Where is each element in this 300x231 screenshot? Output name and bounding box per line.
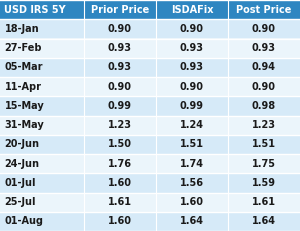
Text: 1.74: 1.74 [180,159,204,169]
Text: 0.94: 0.94 [252,62,276,72]
Text: 0.90: 0.90 [108,82,132,92]
Bar [84,173,156,192]
Text: 1.60: 1.60 [108,216,132,226]
Bar [228,96,300,116]
Text: 1.24: 1.24 [180,120,204,130]
Bar [0,19,84,39]
Bar [228,77,300,96]
Bar [156,116,228,135]
Text: 1.59: 1.59 [252,178,276,188]
Text: 11-Apr: 11-Apr [4,82,41,92]
Bar [228,192,300,212]
Bar [228,154,300,173]
Bar [0,135,84,154]
Bar [84,154,156,173]
Text: 0.93: 0.93 [108,62,132,72]
Text: 1.76: 1.76 [108,159,132,169]
Bar [0,212,84,231]
Text: 1.56: 1.56 [180,178,204,188]
Bar [84,77,156,96]
Text: 0.99: 0.99 [180,101,204,111]
Bar [0,96,84,116]
Text: 01-Jul: 01-Jul [4,178,36,188]
Bar [228,19,300,39]
Text: 0.93: 0.93 [180,62,204,72]
Text: 1.51: 1.51 [252,139,276,149]
Bar [0,116,84,135]
Bar [156,19,228,39]
Text: 24-Jun: 24-Jun [4,159,40,169]
Text: 05-Mar: 05-Mar [4,62,43,72]
Bar [156,135,228,154]
Bar [156,39,228,58]
Text: 1.64: 1.64 [252,216,276,226]
Bar [84,116,156,135]
Text: 0.90: 0.90 [180,24,204,34]
Bar [0,39,84,58]
Bar [0,173,84,192]
Text: 1.23: 1.23 [108,120,132,130]
Text: 20-Jun: 20-Jun [4,139,40,149]
Text: 15-May: 15-May [4,101,44,111]
Text: 1.51: 1.51 [180,139,204,149]
Text: ISDAFix: ISDAFix [171,5,213,15]
Bar [84,39,156,58]
Text: 1.75: 1.75 [252,159,276,169]
Bar [228,173,300,192]
Text: Prior Price: Prior Price [91,5,149,15]
Text: 0.93: 0.93 [108,43,132,53]
Text: 0.90: 0.90 [252,82,276,92]
Bar [84,19,156,39]
Bar [156,0,228,19]
Text: 0.90: 0.90 [108,24,132,34]
Bar [228,135,300,154]
Text: 0.99: 0.99 [108,101,132,111]
Text: 18-Jan: 18-Jan [4,24,39,34]
Bar [156,77,228,96]
Bar [84,192,156,212]
Bar [228,116,300,135]
Text: 0.90: 0.90 [180,82,204,92]
Text: 1.61: 1.61 [108,197,132,207]
Text: 27-Feb: 27-Feb [4,43,42,53]
Bar [84,96,156,116]
Bar [156,192,228,212]
Text: 25-Jul: 25-Jul [4,197,36,207]
Bar [228,0,300,19]
Text: 1.60: 1.60 [108,178,132,188]
Bar [0,192,84,212]
Bar [84,58,156,77]
Bar [228,58,300,77]
Bar [156,154,228,173]
Bar [0,58,84,77]
Bar [156,58,228,77]
Text: 31-May: 31-May [4,120,44,130]
Bar [0,154,84,173]
Bar [156,96,228,116]
Text: 1.50: 1.50 [108,139,132,149]
Bar [228,39,300,58]
Text: 0.93: 0.93 [180,43,204,53]
Bar [156,173,228,192]
Text: 0.90: 0.90 [252,24,276,34]
Bar [84,0,156,19]
Text: 0.98: 0.98 [252,101,276,111]
Text: Post Price: Post Price [236,5,292,15]
Bar [84,135,156,154]
Text: 1.23: 1.23 [252,120,276,130]
Text: USD IRS 5Y: USD IRS 5Y [4,5,66,15]
Text: 0.93: 0.93 [252,43,276,53]
Bar [84,212,156,231]
Bar [228,212,300,231]
Bar [0,77,84,96]
Text: 01-Aug: 01-Aug [4,216,44,226]
Text: 1.60: 1.60 [180,197,204,207]
Bar [0,0,84,19]
Text: 1.61: 1.61 [252,197,276,207]
Text: 1.64: 1.64 [180,216,204,226]
Bar [156,212,228,231]
